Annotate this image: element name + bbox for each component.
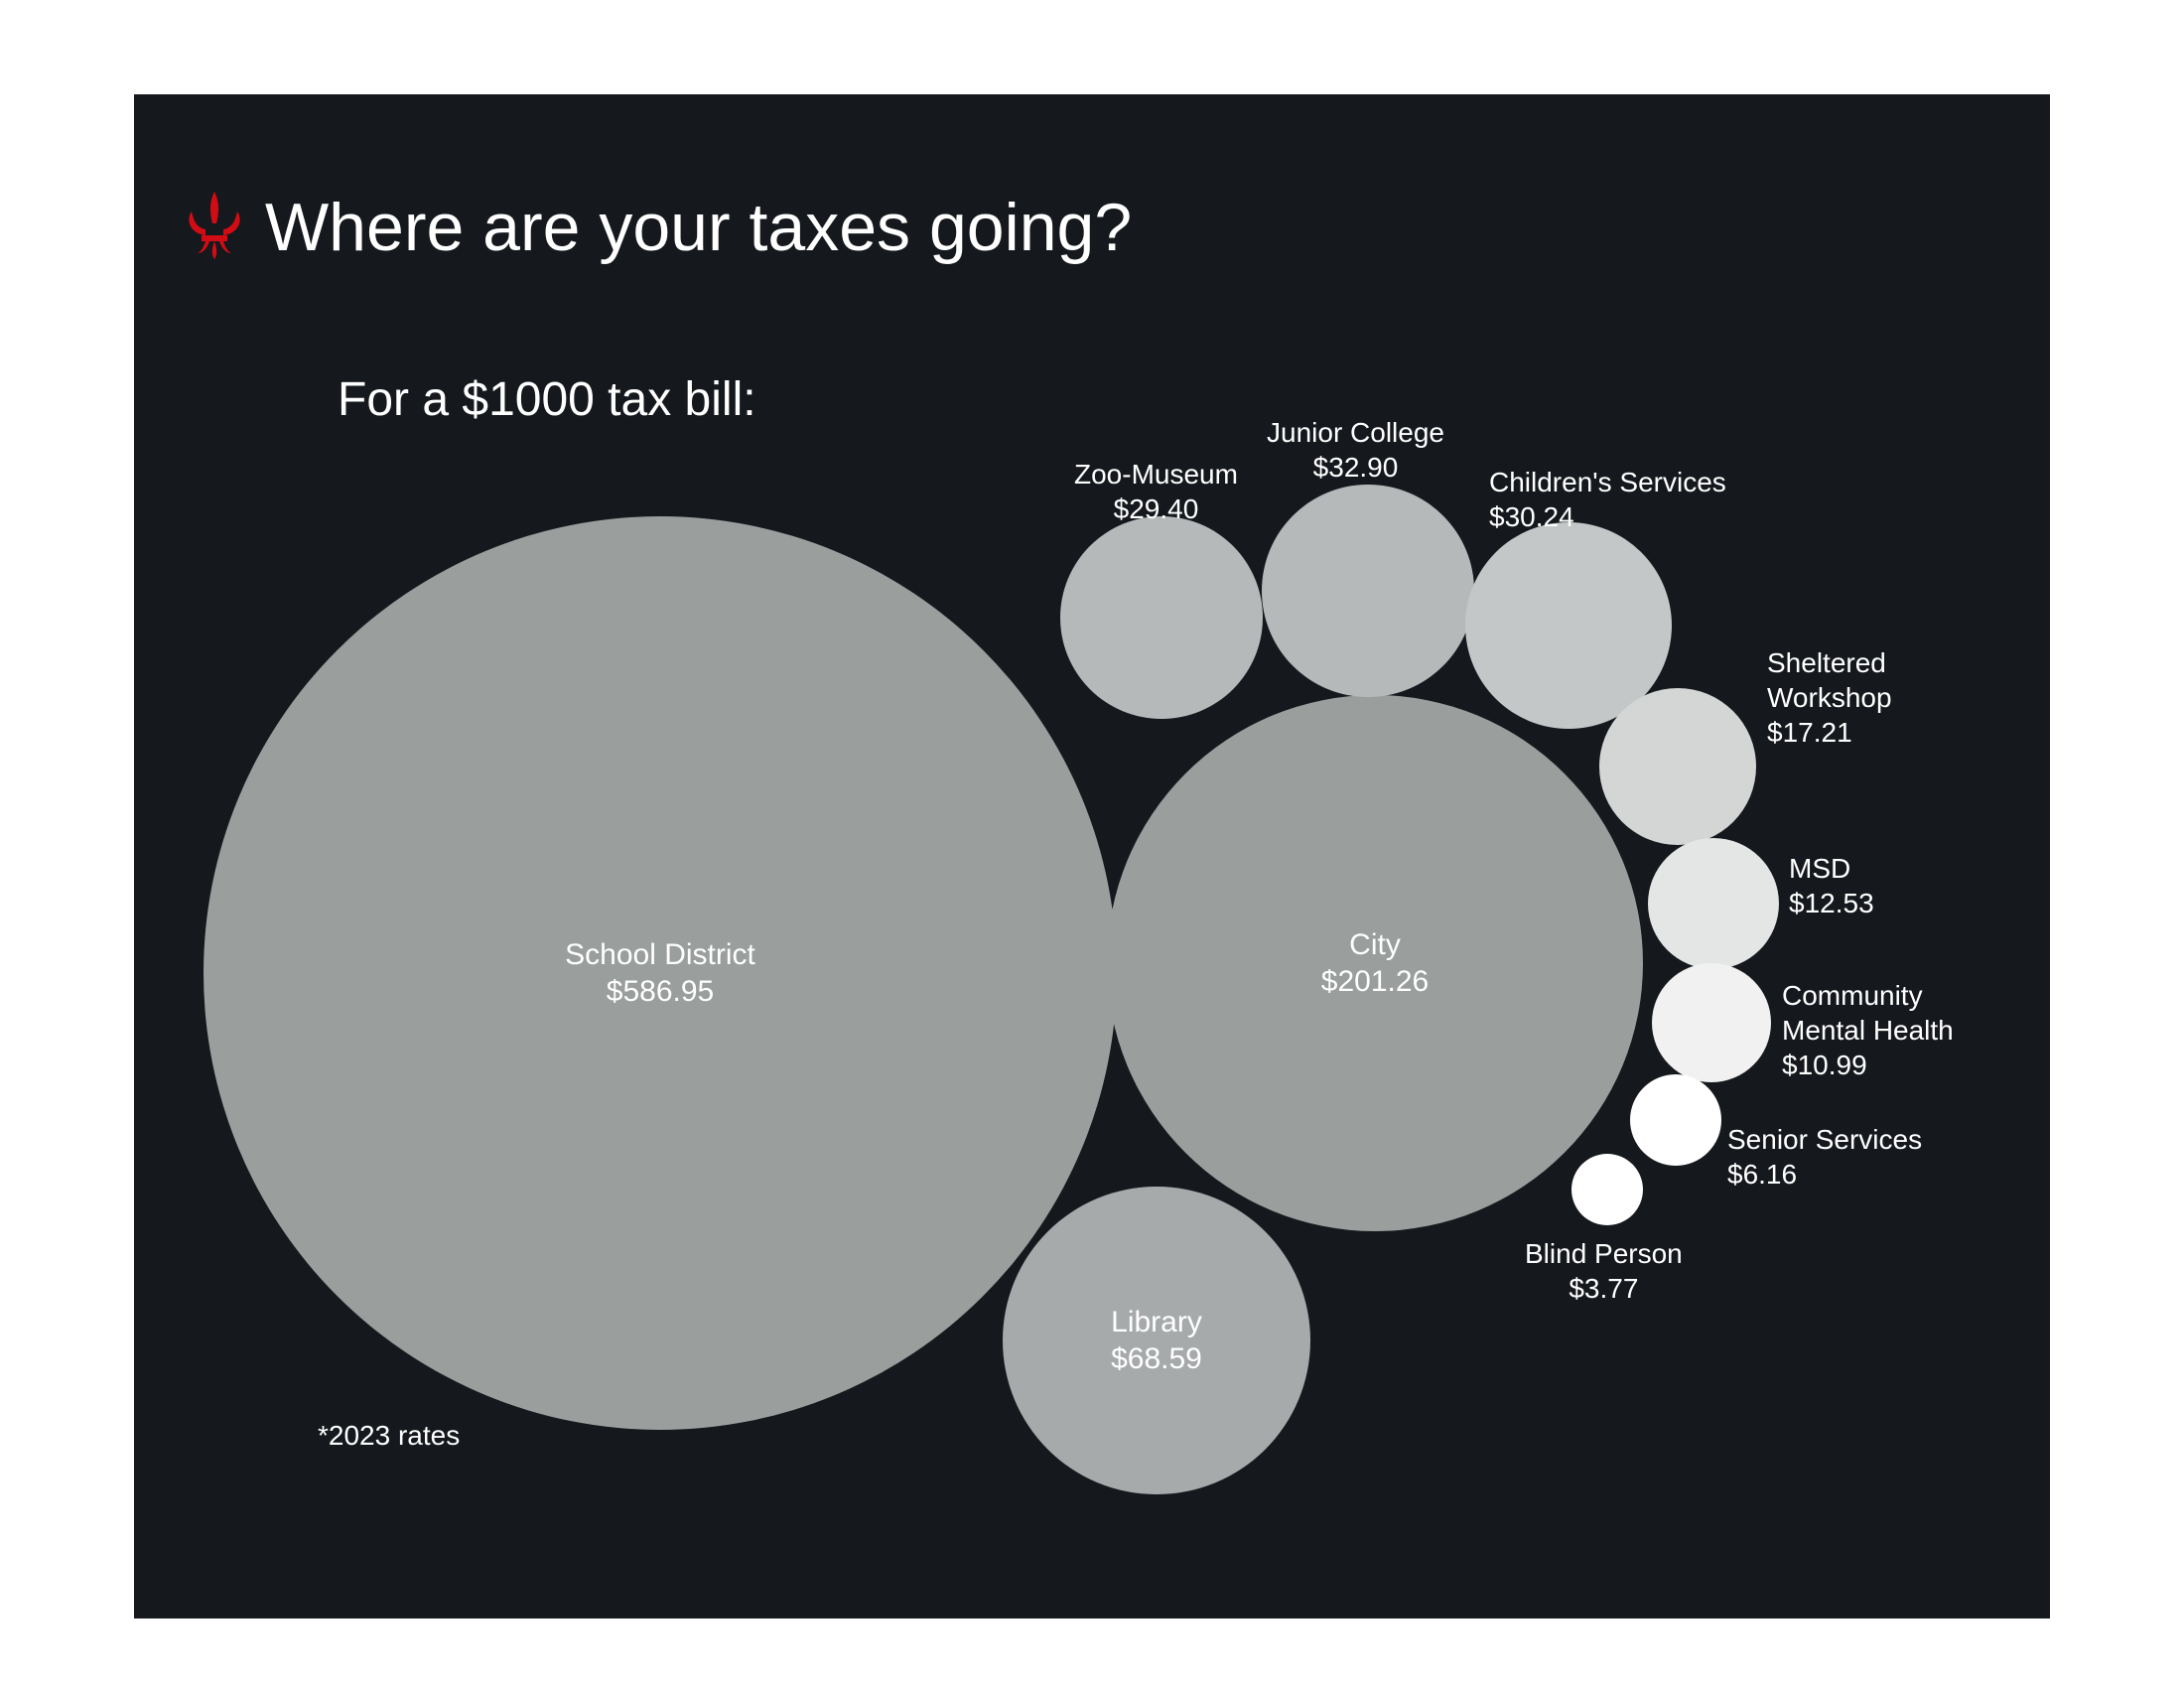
footnote: *2023 rates: [318, 1420, 460, 1452]
bubble-label-junior-college: Junior College$32.90: [1267, 415, 1444, 485]
page-title: Where are your taxes going?: [265, 189, 1132, 266]
bubble-school-district: School District$586.95: [204, 516, 1117, 1430]
fleur-de-lis-icon: [184, 190, 245, 266]
bubble-junior-college: [1262, 485, 1474, 697]
bubble-label-community-mental-health: CommunityMental Health$10.99: [1782, 978, 1954, 1082]
bubble-community-mental-health: [1652, 963, 1771, 1082]
title-row: Where are your taxes going?: [184, 189, 1132, 266]
bubble-label-school-district: School District$586.95: [565, 936, 755, 1011]
bubble-label-library: Library$68.59: [1111, 1304, 1202, 1378]
fleur-path: [189, 192, 239, 259]
bubble-label-childrens-services: Children's Services$30.24: [1489, 465, 1726, 534]
bubble-sheltered-workshop: [1599, 688, 1756, 845]
bubble-senior-services: [1630, 1074, 1721, 1166]
bubble-label-senior-services: Senior Services$6.16: [1727, 1122, 1922, 1192]
bubble-label-blind-person: Blind Person$3.77: [1525, 1236, 1683, 1306]
bubble-label-zoo-museum: Zoo-Museum$29.40: [1074, 457, 1238, 526]
bubble-blind-person: [1571, 1154, 1643, 1225]
bubble-label-city: City$201.26: [1321, 926, 1429, 1001]
page: Where are your taxes going? For a $1000 …: [0, 0, 2184, 1688]
bubble-label-msd: MSD$12.53: [1789, 851, 1874, 920]
bubble-msd: [1648, 838, 1779, 969]
bubble-label-sheltered-workshop: ShelteredWorkshop$17.21: [1767, 645, 1892, 750]
bubble-city: City$201.26: [1107, 695, 1643, 1231]
subtitle: For a $1000 tax bill:: [338, 372, 756, 427]
bubble-zoo-museum: [1060, 516, 1263, 719]
bubble-library: Library$68.59: [1003, 1187, 1310, 1494]
